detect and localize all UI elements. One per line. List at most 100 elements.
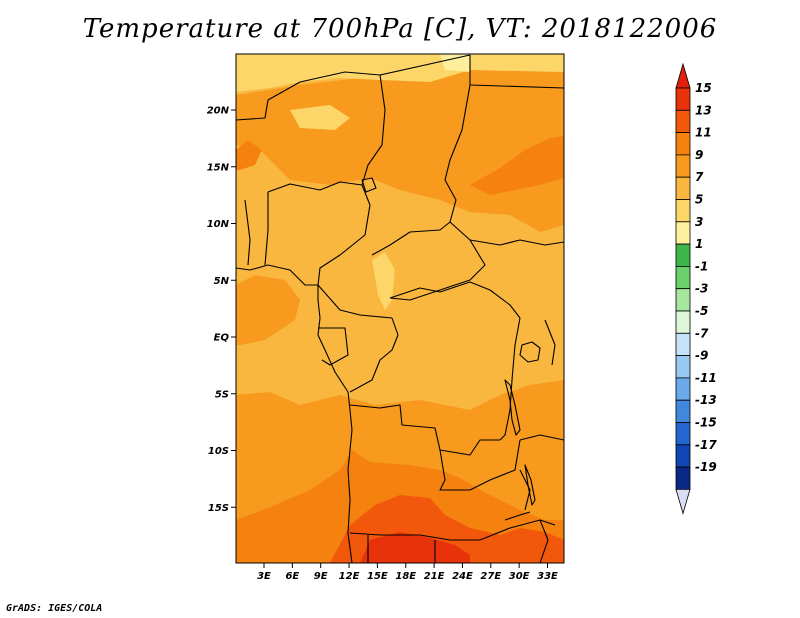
lon-tick-label: 30E	[509, 571, 530, 582]
colorbar-label: 7	[695, 170, 704, 184]
colorbar-swatch	[675, 444, 691, 468]
colorbar-bottom-arrow	[675, 488, 691, 515]
colorbar-swatch	[675, 154, 691, 178]
colorbar-swatch	[675, 87, 691, 111]
colorbar-swatch	[675, 377, 691, 401]
field-5-7-patch	[290, 105, 350, 130]
border-chad-sudan	[444, 84, 471, 223]
colorbar-label: 11	[695, 126, 712, 140]
lat-tick-label: 20N	[207, 106, 230, 117]
lon-tick-label: 27E	[480, 571, 501, 582]
colorbar-label: -11	[695, 371, 717, 385]
colorbar-swatch	[675, 399, 691, 423]
border-togo-ghana	[244, 199, 251, 266]
lake-chad	[361, 177, 377, 193]
border-benin-nigeria	[264, 192, 269, 266]
border-namibia-angola	[349, 532, 480, 541]
colorbar-swatch	[675, 288, 691, 312]
field-11-13-nw	[236, 140, 262, 170]
border-drc-east	[499, 317, 521, 441]
lake-kariba	[504, 511, 531, 521]
colorbar: 15 13 11 9 7 5 3 1 -1 -3 -5 -7 -9 -11 -13 -15 -17 -19	[675, 62, 717, 515]
colorbar-swatch	[675, 265, 691, 290]
colorbar-swatch	[675, 355, 691, 379]
colorbar-label: -19	[695, 460, 717, 474]
colorbar-label: 13	[695, 103, 712, 117]
colorbar-swatch	[675, 176, 691, 200]
colorbar-label: -7	[695, 326, 709, 340]
border-gabon	[318, 327, 349, 366]
colorbar-top-arrow	[675, 62, 691, 89]
border-drc-angola	[349, 404, 500, 456]
colorbar-swatch	[675, 243, 691, 267]
border-mozambique	[539, 519, 549, 563]
lon-tick-label: 24E	[452, 571, 473, 582]
colorbar-label: 5	[695, 193, 703, 207]
lat-tick-label: EQ	[214, 333, 230, 344]
border-uganda-kenya	[544, 319, 556, 366]
colorbar-label: -13	[695, 393, 717, 407]
border-malawi	[519, 469, 531, 511]
border-zambia-zimbabwe	[479, 519, 556, 541]
colorbar-label: -15	[695, 416, 717, 430]
lat-tick-label: 10S	[208, 446, 229, 457]
colorbar-label: -5	[695, 304, 708, 318]
map-title: Temperature at 700hPa [C], VT: 201812200…	[82, 14, 718, 44]
field-11-13-northeast	[470, 136, 564, 195]
colorbar-swatch	[675, 332, 691, 356]
lon-tick-label: 21E	[424, 571, 445, 582]
colorbar-swatch	[675, 221, 691, 245]
temperature-field	[236, 54, 564, 563]
border-niger-nigeria	[267, 181, 363, 193]
field-13-15-core	[360, 532, 470, 563]
field-5-7-strip	[372, 252, 395, 310]
colorbar-label: -17	[695, 438, 717, 452]
latitude-axis: 20N 15N 10N 5N EQ 5S 10S 15S	[207, 106, 236, 514]
border-angola-zambia	[439, 449, 470, 491]
colorbar-label: -9	[695, 349, 708, 363]
colorbar-swatch	[675, 422, 691, 446]
border-mali-niger	[236, 81, 301, 121]
colorbar-label: 1	[695, 237, 703, 251]
colorbar-swatch	[675, 109, 691, 134]
longitude-axis: 3E 6E 9E 12E 15E 18E 21E 24E 27E 30E 33E	[257, 563, 558, 582]
map-frame	[235, 53, 565, 564]
border-tanzania	[519, 434, 564, 441]
border-libya-niger	[299, 54, 471, 83]
colorbar-swatch	[675, 310, 691, 334]
colorbar-label: 9	[695, 148, 703, 162]
border-drc-north	[389, 281, 521, 319]
border-zambia-east	[469, 439, 521, 491]
colorbar-label: -3	[695, 282, 708, 296]
border-congo-drc	[349, 317, 399, 393]
colorbar-label: -1	[695, 259, 708, 273]
border-niger-chad	[361, 74, 386, 186]
colorbar-label: 15	[695, 81, 712, 95]
colorbar-swatch	[675, 466, 691, 490]
border-nigeria-cameroon	[317, 184, 371, 286]
lon-tick-label: 6E	[285, 571, 299, 582]
lat-tick-label: 5S	[215, 389, 229, 400]
border-sudan-southsudan	[469, 239, 564, 246]
lat-tick-label: 15S	[208, 503, 229, 514]
lake-tanganyika	[504, 379, 521, 436]
field-9-11-west	[236, 275, 300, 345]
country-borders	[236, 54, 564, 563]
field-5-7-north	[236, 54, 564, 92]
credit-text: GrADS: IGES/COLA	[6, 603, 103, 614]
lat-tick-label: 10N	[207, 219, 230, 230]
lat-tick-label: 5N	[214, 276, 230, 287]
colorbar-swatch	[675, 132, 691, 156]
coastline-west-africa	[236, 264, 353, 563]
lon-tick-label: 33E	[537, 571, 558, 582]
colorbar-label: 3	[695, 215, 703, 229]
lat-tick-label: 15N	[207, 162, 230, 173]
border-cameroon-congo	[317, 284, 393, 319]
lon-tick-label: 9E	[314, 571, 328, 582]
lake-malawi	[524, 464, 536, 506]
lon-tick-label: 12E	[339, 571, 360, 582]
lon-tick-label: 18E	[395, 571, 416, 582]
field-3-5-patch	[440, 54, 470, 72]
lon-tick-label: 3E	[257, 571, 271, 582]
